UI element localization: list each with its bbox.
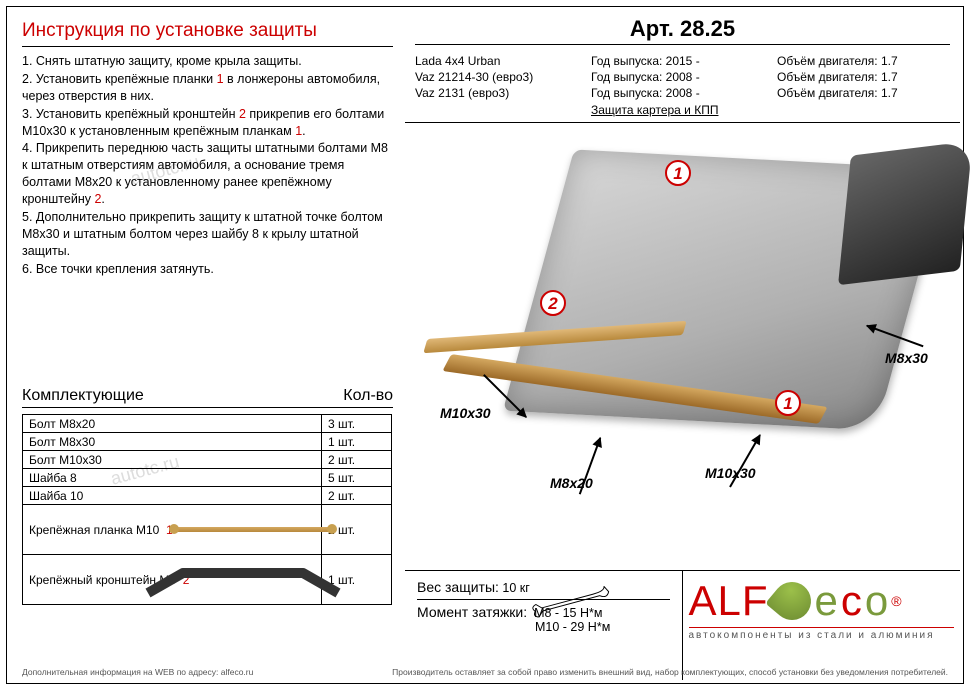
label-m10x30: M10x30 xyxy=(440,405,491,421)
install-steps: 1. Снять штатную защиту, кроме крыла защ… xyxy=(10,53,405,277)
outer-frame: autotc.ru autotc.ru autotc.ru autotc.ru … xyxy=(6,6,964,684)
left-column: Инструкция по установке защиты 1. Снять … xyxy=(10,10,405,680)
footnote-right: Производитель оставляет за собой право и… xyxy=(392,667,948,677)
leaf-icon xyxy=(765,574,819,628)
spec-grid: Lada 4x4 UrbanVaz 21214-30 (евро3)Vaz 21… xyxy=(405,47,960,123)
parts-table: Болт М8х203 шт.Болт М8х301 шт.Болт М10х3… xyxy=(22,414,392,605)
divider xyxy=(22,407,393,408)
specs-box: Вес защиты: 10 кг Момент затяжки: М8 - 1… xyxy=(405,571,683,680)
label-m10x30: M10x30 xyxy=(705,465,756,481)
reg-mark: ® xyxy=(891,593,902,609)
callout-1: 1 xyxy=(665,160,691,186)
spec-col-years: Год выпуска: 2015 -Год выпуска: 2008 -Го… xyxy=(591,53,771,118)
logo-alf: ALF xyxy=(689,577,769,625)
label-m8x30: M8x30 xyxy=(885,350,928,366)
weight-label: Вес защиты: xyxy=(417,579,499,595)
right-column: Арт. 28.25 Lada 4x4 UrbanVaz 21214-30 (е… xyxy=(405,10,960,680)
torque-label: Момент затяжки: xyxy=(417,604,527,620)
exploded-diagram: 1 2 1 M10x30 M10x30 M8x20 M8x30 xyxy=(405,130,960,560)
footnote-left: Дополнительная информация на WEB по адре… xyxy=(22,667,253,677)
logo-o: o xyxy=(865,577,889,625)
divider xyxy=(415,44,950,45)
torque-1: М8 - 15 Н*м xyxy=(534,606,602,620)
spec-col-models: Lada 4x4 UrbanVaz 21214-30 (евро3)Vaz 21… xyxy=(415,53,585,118)
logo-box: ALF eco® автокомпоненты из стали и алюмин… xyxy=(683,571,961,680)
logo-c: c xyxy=(841,577,863,625)
article-number: Арт. 28.25 xyxy=(405,16,960,42)
divider xyxy=(22,46,393,47)
install-title: Инструкция по установке защиты xyxy=(22,20,405,42)
torque-2: М10 - 29 Н*м xyxy=(535,620,610,634)
weight-value: 10 кг xyxy=(502,581,529,595)
parts-header-right: Кол-во xyxy=(343,387,393,405)
footnote: Дополнительная информация на WEB по адре… xyxy=(22,667,948,677)
alfeco-logo: ALF eco® xyxy=(689,577,955,625)
callout-2: 2 xyxy=(540,290,566,316)
tagline: автокомпоненты из стали и алюминия xyxy=(689,630,955,641)
bottom-strip: Вес защиты: 10 кг Момент затяжки: М8 - 1… xyxy=(405,570,960,680)
parts-header-left: Комплектующие xyxy=(22,387,144,405)
inner-frame: autotc.ru autotc.ru autotc.ru autotc.ru … xyxy=(10,10,960,680)
spec-col-engine: Объём двигателя: 1.7Объём двигателя: 1.7… xyxy=(777,53,957,118)
parts-header: Комплектующие Кол-во xyxy=(10,387,405,405)
logo-e: e xyxy=(815,577,839,625)
callout-1b: 1 xyxy=(775,390,801,416)
